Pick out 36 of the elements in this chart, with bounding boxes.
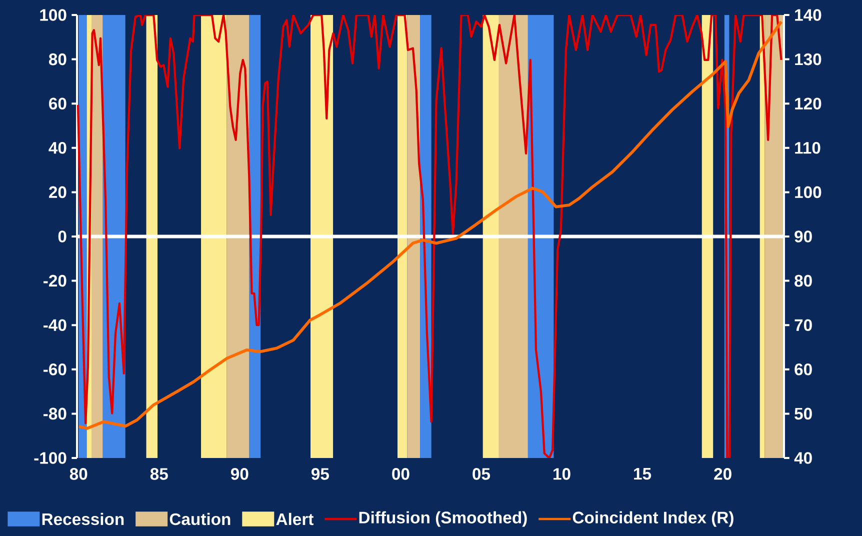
y-tick-label: -100 (34, 452, 66, 464)
x-tick-label: 10 (554, 468, 570, 480)
y2-tick-label: 130 (795, 53, 822, 66)
y2-tick-label: 70 (794, 319, 812, 332)
y2-tick-label: 80 (794, 274, 812, 287)
x-tick-label: 85 (150, 468, 168, 480)
legend-label: Coincident Index (R) (572, 511, 734, 527)
y-tick-label: -80 (44, 408, 66, 420)
x-tick-label: 15 (634, 468, 652, 480)
y2-tick-label: 110 (795, 142, 820, 154)
y-tick-label: 100 (40, 9, 66, 21)
y-tick-label: 20 (49, 186, 66, 198)
legend-label: Caution (170, 512, 230, 526)
x-tick-label: 00 (392, 468, 410, 480)
y-tick-label: 80 (48, 53, 66, 66)
y2-tick-label: 90 (794, 230, 812, 242)
y-tick-label: -20 (44, 274, 66, 287)
x-tick-label: 80 (70, 468, 88, 480)
legend-label: Diffusion (Smoothed) (359, 511, 527, 527)
y2-tick-label: 120 (795, 98, 822, 110)
y-tick-label: -40 (44, 319, 66, 332)
legend-label: Recession (42, 512, 124, 526)
y-tick-label: 0 (58, 230, 66, 242)
x-tick-label: 05 (472, 468, 490, 480)
y2-tick-label: 60 (794, 364, 812, 376)
y2-tick-label: 100 (795, 186, 822, 198)
y2-tick-label: 40 (794, 452, 812, 464)
y2-tick-label: 140 (795, 9, 822, 21)
x-tick-label: 20 (714, 468, 732, 480)
y-tick-label: 40 (48, 142, 66, 154)
legend-label: Alert (276, 512, 314, 526)
y2-tick-label: 50 (794, 408, 812, 420)
y-tick-label: -60 (44, 364, 66, 376)
x-tick-label: 95 (312, 468, 329, 480)
y-tick-label: 60 (49, 98, 66, 110)
x-tick-label: 90 (230, 468, 248, 480)
